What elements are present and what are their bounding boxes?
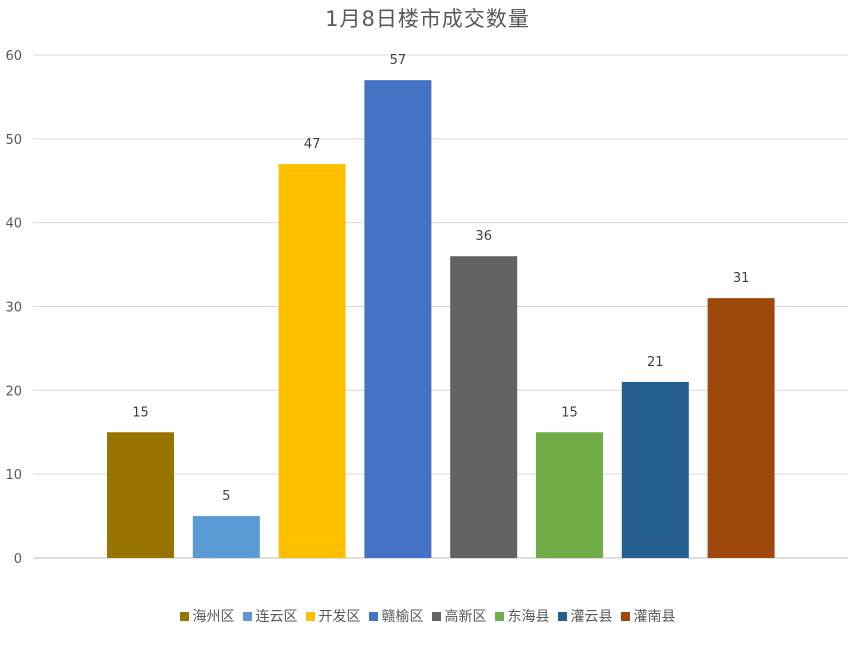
chart-plot: 0 10 20 30 40 50 60 15 5 47 57 36 15 21 31 — [5, 49, 848, 567]
legend-label: 赣榆区 — [381, 609, 424, 625]
bar-6 — [536, 432, 603, 558]
chart-title: 1月8日楼市成交数量 — [325, 7, 530, 31]
y-tick-label: 10 — [5, 468, 22, 483]
data-label: 15 — [132, 405, 149, 420]
data-label: 31 — [733, 271, 750, 286]
legend-item: 连云区 — [242, 606, 298, 626]
y-tick-label: 50 — [5, 133, 22, 148]
legend-swatch — [368, 611, 378, 621]
y-tick-label: 20 — [5, 384, 22, 399]
data-label: 21 — [647, 355, 664, 370]
legend-label: 灌南县 — [633, 609, 676, 625]
legend-swatch — [494, 611, 504, 621]
legend-item: 高新区 — [431, 606, 487, 626]
legend-swatch — [557, 611, 567, 621]
legend-swatch — [305, 611, 315, 621]
y-axis-ticks: 0 10 20 30 40 50 60 — [5, 49, 22, 567]
data-label: 36 — [475, 229, 492, 244]
y-tick-label: 40 — [5, 217, 22, 232]
bars — [107, 80, 775, 559]
bar-1 — [107, 432, 174, 558]
legend-item: 赣榆区 — [368, 606, 424, 626]
bar-2 — [192, 516, 260, 558]
data-label: 15 — [561, 405, 578, 420]
bar-3 — [278, 163, 346, 558]
y-tick-label: 30 — [5, 301, 22, 316]
bar-8 — [707, 298, 775, 558]
legend-label: 海州区 — [192, 609, 235, 625]
data-label: 57 — [390, 53, 407, 68]
legend-item: 东海县 — [494, 606, 550, 626]
legend-label: 灌云县 — [570, 609, 613, 625]
y-tick-label: 0 — [14, 552, 22, 567]
data-label: 47 — [304, 137, 321, 152]
legend-swatch — [179, 611, 189, 621]
bar-7 — [621, 381, 689, 558]
data-label: 5 — [222, 489, 230, 504]
legend-label: 东海县 — [507, 609, 550, 625]
legend-item: 灌云县 — [557, 606, 613, 626]
legend-label: 开发区 — [318, 609, 361, 625]
legend-label: 高新区 — [444, 609, 487, 625]
legend-swatch — [242, 611, 252, 621]
bar-5 — [450, 256, 518, 558]
y-tick-label: 60 — [5, 49, 22, 64]
legend-swatch — [431, 611, 441, 621]
legend-item: 开发区 — [305, 606, 361, 626]
bar-4 — [364, 80, 432, 559]
data-labels: 15 5 47 57 36 15 21 31 — [132, 53, 749, 504]
legend: 海州区 连云区 开发区 赣榆区 高新区 东海县 灌云县 灌南县 — [0, 606, 855, 626]
legend-swatch — [620, 611, 630, 621]
legend-label: 连云区 — [255, 609, 298, 625]
legend-item: 海州区 — [179, 606, 235, 626]
legend-item: 灌南县 — [620, 606, 676, 626]
